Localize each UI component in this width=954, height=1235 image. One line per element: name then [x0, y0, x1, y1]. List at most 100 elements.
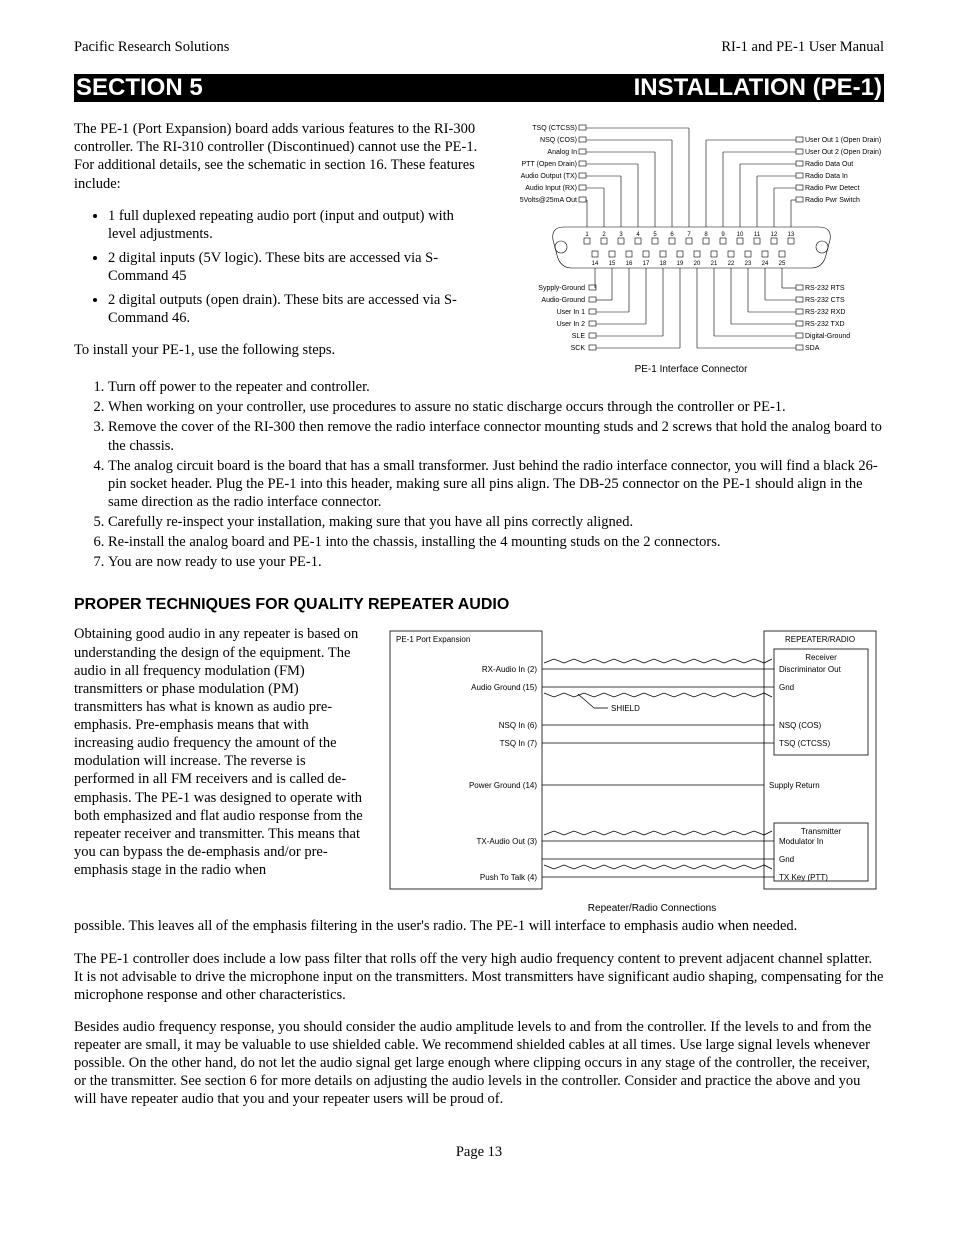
svg-text:SCK: SCK — [571, 345, 586, 352]
audio-left-text: Obtaining good audio in any repeater is … — [74, 625, 364, 917]
svg-text:TSQ (CTCSS): TSQ (CTCSS) — [532, 125, 577, 132]
svg-text:RS-232 CTS: RS-232 CTS — [805, 297, 845, 304]
svg-text:Sypply-Ground: Sypply-Ground — [538, 285, 585, 292]
svg-text:Radio Pwr Switch: Radio Pwr Switch — [805, 197, 860, 204]
svg-text:User Out 2 (Open Drain): User Out 2 (Open Drain) — [805, 149, 881, 156]
svg-text:NSQ (COS): NSQ (COS) — [540, 137, 577, 144]
svg-text:9: 9 — [721, 232, 725, 238]
svg-text:Audio Output (TX): Audio Output (TX) — [521, 173, 577, 180]
header-left: Pacific Research Solutions — [74, 38, 229, 56]
audio-row: Obtaining good audio in any repeater is … — [74, 625, 884, 917]
rep-right-sig: TX Key (PTT) — [779, 873, 828, 882]
svg-text:SLE: SLE — [572, 333, 586, 340]
para3: Besides audio frequency response, you sh… — [74, 1018, 884, 1109]
step: Remove the cover of the RI-300 then remo… — [108, 418, 884, 454]
svg-text:1: 1 — [585, 232, 589, 238]
feature-item: 2 digital outputs (open drain). These bi… — [108, 291, 481, 327]
rep-right-sig: TSQ (CTCSS) — [779, 739, 830, 748]
rep-right-sig: Discriminator Out — [779, 665, 842, 674]
svg-text:Analog In: Analog In — [547, 149, 577, 156]
svg-text:11: 11 — [754, 232, 761, 238]
svg-text:Audio Input (RX): Audio Input (RX) — [525, 185, 577, 192]
rep-left-sig: Push To Talk (4) — [480, 873, 537, 882]
svg-text:Audio-Ground: Audio-Ground — [541, 297, 585, 304]
rep-left-sig: NSQ In (6) — [499, 721, 538, 730]
sub-heading: PROPER TECHNIQUES FOR QUALITY REPEATER A… — [74, 595, 884, 615]
rep-right-sig: Supply Return — [769, 781, 820, 790]
svg-text:16: 16 — [626, 261, 633, 267]
section-title-bar: SECTION 5 INSTALLATION (PE-1) — [74, 74, 884, 102]
svg-text:19: 19 — [677, 261, 684, 267]
svg-text:17: 17 — [643, 261, 650, 267]
repeater-diagram: PE-1 Port Expansion REPEATER/RADIO Recei… — [382, 625, 884, 917]
svg-text:18: 18 — [660, 261, 667, 267]
svg-text:3: 3 — [619, 232, 623, 238]
step: You are now ready to use your PE-1. — [108, 553, 884, 571]
audio-left-para: Obtaining good audio in any repeater is … — [74, 625, 364, 879]
rep-right-title: REPEATER/RADIO — [785, 635, 855, 644]
rep-right-sig: NSQ (COS) — [779, 721, 822, 730]
intro-para: The PE-1 (Port Expansion) board adds var… — [74, 120, 481, 193]
svg-text:6: 6 — [670, 232, 674, 238]
svg-text:PTT (Open Drain): PTT (Open Drain) — [522, 161, 578, 168]
para2: The PE-1 controller does include a low p… — [74, 950, 884, 1004]
svg-text:21: 21 — [711, 261, 718, 267]
svg-text:4: 4 — [636, 232, 640, 238]
svg-text:RS-232 TXD: RS-232 TXD — [805, 321, 845, 328]
rep-left-sig: Power Ground (14) — [469, 781, 537, 790]
svg-text:25: 25 — [779, 261, 786, 267]
rep-tx-box: Transmitter — [801, 827, 841, 836]
svg-text:SDA: SDA — [805, 345, 820, 352]
svg-text:User In 1: User In 1 — [557, 309, 586, 316]
rep-left-sig: TX-Audio Out (3) — [477, 837, 538, 846]
svg-text:13: 13 — [788, 232, 795, 238]
svg-text:Radio Pwr Detect: Radio Pwr Detect — [805, 185, 860, 192]
rep-rx-box: Receiver — [805, 653, 837, 662]
repeater-caption: Repeater/Radio Connections — [588, 903, 716, 914]
audio-after-para: possible. This leaves all of the emphasi… — [74, 917, 884, 935]
step: When working on your controller, use pro… — [108, 398, 884, 416]
intro-text-col: The PE-1 (Port Expansion) board adds var… — [74, 120, 481, 378]
section-number: SECTION 5 — [76, 74, 203, 102]
page-number: Page 13 — [74, 1143, 884, 1161]
rep-right-sig: Gnd — [779, 855, 794, 864]
svg-text:14: 14 — [592, 261, 599, 267]
svg-text:User Out 1 (Open Drain): User Out 1 (Open Drain) — [805, 137, 881, 144]
svg-text:RS-232 RXD: RS-232 RXD — [805, 309, 845, 316]
step: The analog circuit board is the board th… — [108, 457, 884, 511]
feature-item: 2 digital inputs (5V logic). These bits … — [108, 249, 481, 285]
feature-item: 1 full duplexed repeating audio port (in… — [108, 207, 481, 243]
feature-list: 1 full duplexed repeating audio port (in… — [74, 207, 481, 328]
connector-diagram: 12345678910111213 1415161718192021222324… — [499, 120, 884, 378]
svg-text:8: 8 — [704, 232, 708, 238]
header-right: RI-1 and PE-1 User Manual — [721, 38, 884, 56]
svg-text:Digital-Ground: Digital-Ground — [805, 333, 850, 340]
svg-text:5: 5 — [653, 232, 657, 238]
svg-text:Radio Data In: Radio Data In — [805, 173, 848, 180]
rep-right-sig: Gnd — [779, 683, 794, 692]
install-steps: Turn off power to the repeater and contr… — [74, 378, 884, 571]
rep-left-sig: TSQ In (7) — [500, 739, 538, 748]
intro-row: The PE-1 (Port Expansion) board adds var… — [74, 120, 884, 378]
svg-text:RS-232 RTS: RS-232 RTS — [805, 285, 845, 292]
step: Turn off power to the repeater and contr… — [108, 378, 884, 396]
section-title: INSTALLATION (PE-1) — [634, 74, 882, 102]
svg-text:User In 2: User In 2 — [557, 321, 586, 328]
step: Carefully re-inspect your installation, … — [108, 513, 884, 531]
svg-text:20: 20 — [694, 261, 701, 267]
svg-text:Radio Data Out: Radio Data Out — [805, 161, 853, 168]
connector-caption: PE-1 Interface Connector — [635, 364, 749, 375]
step: Re-install the analog board and PE-1 int… — [108, 533, 884, 551]
svg-text:7: 7 — [687, 232, 691, 238]
svg-text:15: 15 — [609, 261, 616, 267]
install-lead: To install your PE-1, use the following … — [74, 341, 481, 359]
rep-right-sig: Modulator In — [779, 837, 823, 846]
rep-shield: SHIELD — [611, 704, 640, 713]
svg-text:24: 24 — [762, 261, 769, 267]
page-header: Pacific Research Solutions RI-1 and PE-1… — [74, 38, 884, 56]
rep-left-title: PE-1 Port Expansion — [396, 635, 470, 644]
svg-text:22: 22 — [728, 261, 735, 267]
svg-text:12: 12 — [771, 232, 778, 238]
svg-text:5Volts@25mA Out: 5Volts@25mA Out — [520, 197, 577, 204]
rep-left-sig: RX-Audio In (2) — [482, 665, 537, 674]
